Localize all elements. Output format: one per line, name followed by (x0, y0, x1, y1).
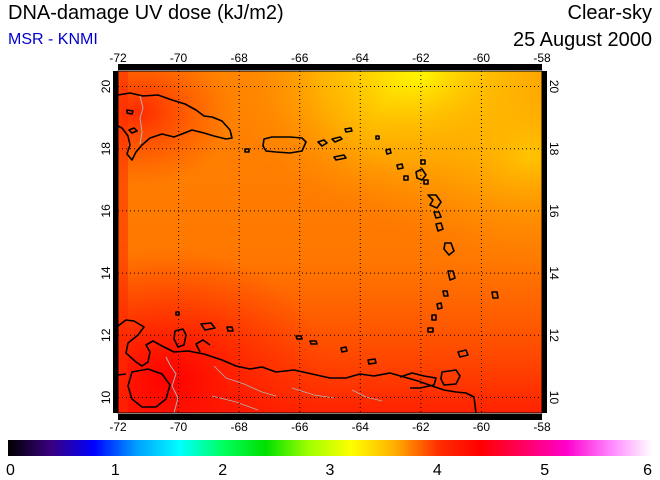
puerto-rico-island (262, 136, 307, 154)
uv-dose-field (118, 71, 542, 413)
lon-tick-label: -60 (473, 420, 491, 434)
hispaniola-island (118, 92, 233, 161)
small-island (344, 127, 353, 133)
small-island (128, 127, 138, 134)
lat-tick-label: 16 (99, 204, 113, 218)
left-latitude-labels: 10 12 14 16 18 20 (99, 80, 113, 405)
map-title: DNA-damage UV dose (kJ/m2) (8, 2, 284, 24)
colorbar-tick-label: 1 (111, 462, 120, 479)
lat-tick-label: 10 (99, 390, 113, 404)
credit-label: MSR - KNMI (8, 31, 98, 48)
lon-tick-label: -70 (170, 420, 188, 434)
lon-tick-label: -62 (412, 420, 430, 434)
graticule (118, 71, 542, 413)
lat-tick-label: 14 (547, 266, 561, 280)
bottom-axis-bar (118, 414, 542, 420)
interior-lines (211, 365, 383, 411)
lon-tick-label: -68 (230, 51, 248, 65)
colorbar-tick-label: 3 (326, 462, 335, 479)
colorbar-tick-label: 2 (218, 462, 227, 479)
colorbar (8, 440, 652, 456)
lat-tick-label: 18 (99, 142, 113, 156)
maracaibo-lake (127, 368, 171, 408)
lat-tick-label: 12 (99, 328, 113, 342)
small-island (333, 154, 347, 161)
colorbar-tick-label: 6 (643, 462, 652, 479)
lon-tick-label: -68 (230, 420, 248, 434)
lat-tick-label: 10 (547, 391, 561, 405)
lon-tick-label: -64 (352, 51, 370, 65)
top-axis-bar (118, 64, 542, 70)
coastlines (118, 92, 499, 413)
left-axis-bar (113, 71, 118, 413)
colorbar-tick-label: 0 (6, 462, 15, 479)
colombia-venezuela-border (165, 356, 179, 413)
lon-tick-label: -58 (533, 51, 551, 65)
small-island (244, 148, 250, 153)
trinidad-island (440, 369, 461, 386)
south-america-coast (118, 319, 477, 413)
lesser-antilles-islands (375, 135, 499, 333)
paraguana-peninsula (195, 339, 211, 353)
lat-tick-label: 20 (547, 80, 561, 94)
lat-tick-label: 20 (99, 80, 113, 94)
lon-tick-label: -64 (352, 420, 370, 434)
lon-tick-label: -58 (533, 420, 551, 434)
lon-tick-label: -66 (291, 420, 309, 434)
small-island (331, 136, 343, 143)
lon-tick-label: -72 (109, 51, 127, 65)
right-latitude-labels: 10 12 14 16 18 20 (547, 80, 561, 405)
colorbar-tick-label: 4 (433, 462, 442, 479)
dutch-antilles-islands (173, 311, 469, 365)
border-line-hispaniola (139, 95, 144, 145)
date-label: 25 August 2000 (512, 29, 652, 51)
colorbar-labels: 0 1 2 3 4 5 6 (6, 462, 652, 479)
bottom-longitude-labels: -72 -70 -68 -66 -64 -62 -60 -58 (109, 420, 551, 434)
lon-tick-label: -60 (473, 51, 491, 65)
lake-edge (118, 373, 127, 376)
small-island (317, 139, 328, 147)
lon-tick-label: -66 (291, 51, 309, 65)
lon-tick-label: -70 (170, 51, 188, 65)
gulf-of-paria (399, 372, 437, 389)
top-longitude-labels: -72 -70 -68 -66 -64 -62 -60 -58 (109, 51, 551, 65)
lon-tick-label: -62 (412, 51, 430, 65)
small-island (126, 109, 134, 115)
lat-tick-label: 12 (547, 329, 561, 343)
sky-condition-label: Clear-sky (567, 2, 652, 24)
lat-tick-label: 18 (547, 142, 561, 156)
lat-tick-label: 14 (99, 266, 113, 280)
colorbar-tick-label: 5 (540, 462, 549, 479)
lat-tick-label: 16 (547, 204, 561, 218)
right-axis-bar (542, 71, 547, 413)
lon-tick-label: -72 (109, 420, 127, 434)
